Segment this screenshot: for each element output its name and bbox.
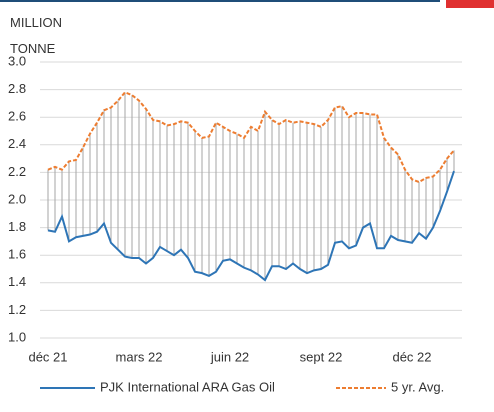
x-tick-label: sept 22: [300, 349, 343, 364]
x-tick-label: déc 22: [392, 349, 431, 364]
series-line: [47, 170, 455, 282]
y-tick-label: 1.6: [8, 247, 26, 262]
legend-label: 5 yr. Avg.: [391, 379, 444, 394]
series-line: [47, 91, 455, 184]
y-tick-label: 2.0: [8, 191, 26, 206]
y-tick-label: 1.4: [8, 274, 26, 289]
y-tick-label: 1.8: [8, 219, 26, 234]
header-bar: [0, 0, 440, 2]
y-tick-label: 2.2: [8, 164, 26, 179]
y-axis-label: MILLION TONNE: [10, 15, 63, 56]
y-tick-label: 3.0: [8, 53, 26, 68]
y-tick-label: 1.2: [8, 302, 26, 317]
y-tick-label: 2.6: [8, 109, 26, 124]
x-tick-label: juin 22: [210, 349, 249, 364]
x-tick-label: mars 22: [116, 349, 163, 364]
y-tick-label: 2.4: [8, 136, 26, 151]
legend-label: PJK International ARA Gas Oil: [100, 379, 275, 394]
y-tick-label: 1.0: [8, 329, 26, 344]
y-tick-label: 2.8: [8, 81, 26, 96]
x-tick-label: déc 21: [28, 349, 67, 364]
header-accent: [446, 0, 494, 8]
